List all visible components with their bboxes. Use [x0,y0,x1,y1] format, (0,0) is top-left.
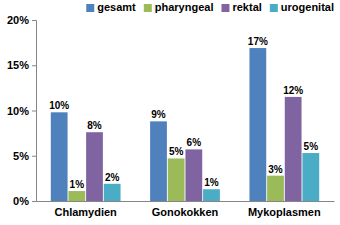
data-label: 2% [105,172,120,183]
legend-swatch [144,4,152,12]
bar [150,121,167,201]
legend-swatch [86,4,94,12]
y-tick-mark [32,201,36,202]
y-tick: 0% [13,195,36,207]
x-axis-line [37,201,335,202]
bar [285,97,302,201]
data-label: 6% [187,137,202,148]
data-label: 9% [151,109,166,120]
data-label: 12% [283,85,303,96]
y-tick-label: 5% [13,150,29,162]
data-label: 8% [87,120,102,131]
x-tick: Mykoplasmen [248,201,321,218]
legend-label: pharyngeal [155,1,214,13]
x-tick: Gonokokken [152,201,219,218]
data-label: 17% [248,36,268,47]
bar [168,158,185,201]
x-tick-label: Chlamydien [54,206,117,218]
bar [203,189,220,201]
plot: 0% 5% 10% 15% 20% Chlamydien Gonokokken Mykopla… [7,14,335,218]
legend-label: gesamt [97,1,136,13]
data-label: 1% [204,177,219,188]
y-tick-label: 15% [7,59,29,71]
bar [302,153,319,201]
chart: 0% 5% 10% 15% 20% Chlamydien Gonokokken Mykopla… [0,0,340,225]
x-tick: Chlamydien [54,201,117,218]
x-tick-label: Mykoplasmen [248,206,321,218]
y-tick-mark [32,111,36,112]
bars [51,48,319,201]
y-tick-mark [32,20,36,21]
legend-swatch [221,4,229,12]
x-tick-label: Gonokokken [152,206,219,218]
bar [185,149,202,201]
legend-label: rektal [232,1,261,13]
bar [267,176,284,201]
data-label: 10% [49,100,69,111]
bar [104,184,121,201]
y-tick: 15% [7,59,36,71]
legend-label: urogenital [281,1,334,13]
y-tick: 20% [7,14,36,26]
data-label: 3% [268,164,283,175]
y-tick-mark [32,156,36,157]
legend-item: pharyngeal [144,1,214,13]
legend: gesamt pharyngeal rektal urogenital [86,1,334,13]
bar [68,191,85,201]
y-tick-mark [32,65,36,66]
data-label: 5% [169,146,184,157]
x-axis: Chlamydien Gonokokken Mykoplasmen [37,201,335,218]
legend-swatch [270,4,278,12]
bar [249,48,266,201]
legend-item: rektal [221,1,261,13]
legend-item: gesamt [86,1,136,13]
y-tick-label: 10% [7,105,29,117]
data-label: 1% [70,179,85,190]
data-labels: 10% 9% 17% 1% 5% 3% 8% 6% 12% 2% 1% 5% [49,36,318,190]
y-axis: 0% 5% 10% 15% 20% [7,14,37,207]
y-tick-label: 0% [13,195,29,207]
y-tick-label: 20% [7,14,29,26]
y-axis-line [32,21,37,202]
y-tick: 5% [13,150,36,162]
data-label: 5% [304,141,319,152]
y-tick: 10% [7,105,36,117]
bar [86,132,103,201]
bar [51,112,68,201]
legend-item: urogenital [270,1,334,13]
